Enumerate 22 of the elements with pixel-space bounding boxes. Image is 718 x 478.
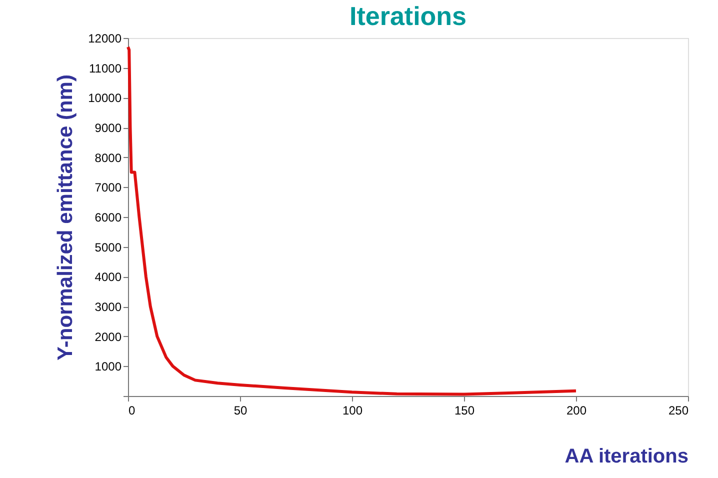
x-tick-label: 200 <box>566 404 587 418</box>
y-tick-label: 2000 <box>94 330 122 344</box>
x-tick-label: 100 <box>342 404 363 418</box>
x-tick-label: 250 <box>668 404 689 418</box>
chart-title: Iterations <box>349 1 467 31</box>
y-axis-title: Y-normalized emittance (nm) <box>54 74 78 360</box>
line-series <box>126 45 578 396</box>
y-tick-label: 8000 <box>94 150 122 165</box>
y-tick-label: 9000 <box>94 121 122 135</box>
y-tick-label: 11000 <box>89 61 122 76</box>
x-tick-label: 150 <box>454 404 475 418</box>
x-tick-label: 50 <box>234 404 248 418</box>
y-tick-label: 6000 <box>94 210 122 224</box>
y-tick-label: 10000 <box>88 91 122 106</box>
x-axis-title: AA iterations <box>564 446 688 468</box>
y-tick-label: 5000 <box>94 240 122 254</box>
y-tick-label: 12000 <box>88 32 122 46</box>
y-tick-label: 4000 <box>94 270 122 284</box>
x-tick-label: 0 <box>128 404 136 418</box>
y-tick-label: 3000 <box>94 300 122 314</box>
y-tick-label: 1000 <box>94 360 122 374</box>
y-tick-label: 7000 <box>94 180 122 195</box>
